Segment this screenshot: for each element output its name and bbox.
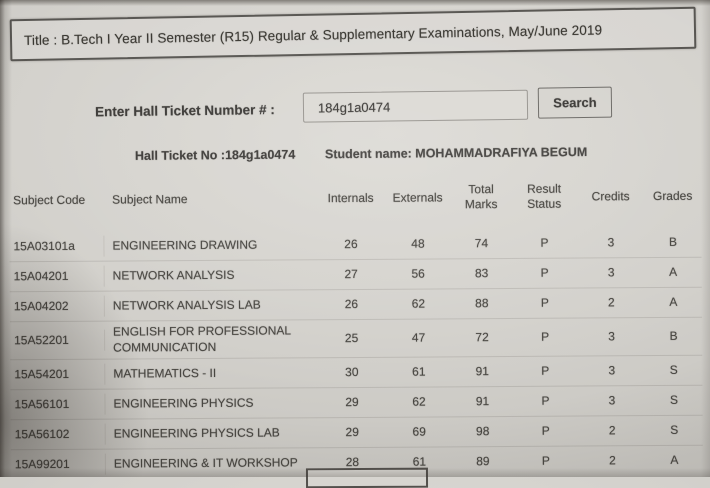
cell-subject-name: NETWORK ANALYSIS <box>112 267 235 283</box>
cell-internals: 27 <box>344 266 358 281</box>
cell-credits: 2 <box>608 423 616 438</box>
cell-result-status: P <box>540 235 549 250</box>
cell-subject-code: 15A04202 <box>9 295 105 318</box>
cell-grades: B <box>669 328 678 343</box>
cell-subject-name: ENGINEERING & IT WORKSHOP <box>113 455 298 471</box>
cell-subject-name: ENGINEERING DRAWING <box>112 237 258 253</box>
cell-total-marks: 91 <box>475 394 490 409</box>
cell-total-marks: 89 <box>476 454 490 469</box>
table-row: 15A54201 MATHEMATICS - II 30 61 91 P 3 S <box>10 354 703 390</box>
page-title: Title : B.Tech I Year II Semester (R15) … <box>23 21 603 48</box>
title-box: Title : B.Tech I Year II Semester (R15) … <box>9 6 697 62</box>
results-page: Title : B.Tech I Year II Semester (R15) … <box>0 6 710 488</box>
cell-subject-code: 15A56101 <box>10 393 106 416</box>
column-header-result-status: Result Status <box>527 181 562 211</box>
cell-credits: 3 <box>607 264 615 280</box>
table-row: 15A04202 NETWORK ANALYSIS LAB 26 62 88 P 2 A <box>9 286 702 322</box>
column-header-subject-code: Subject Code <box>13 192 86 207</box>
table-row: 15A03101a ENGINEERING DRAWING 26 48 74 P 3 B <box>9 228 701 262</box>
cell-total-marks: 83 <box>474 265 489 280</box>
search-section: Enter Hall Ticket Number # : Search <box>0 85 710 132</box>
cell-subject-code: 15A56102 <box>10 423 106 446</box>
column-header-subject-name: Subject Name <box>112 191 188 207</box>
hall-ticket-number-label: Enter Hall Ticket Number # : <box>94 102 275 120</box>
cell-externals: 69 <box>412 424 426 439</box>
cell-subject-name: ENGINEERING PHYSICS LAB <box>113 425 280 441</box>
cell-result-status: P <box>540 265 549 280</box>
cell-result-status: P <box>541 393 550 408</box>
cell-subject-name: ENGLISH FOR PROFESSIONAL COMMUNICATION <box>112 323 291 355</box>
cell-grades: B <box>668 234 677 249</box>
cell-subject-name: ENGINEERING PHYSICS <box>113 395 254 411</box>
cell-subject-code: 15A03101a <box>9 235 105 258</box>
cell-externals: 47 <box>411 330 426 345</box>
table-header-row: Subject Code Subject Name Internals Externa… <box>9 174 701 223</box>
cell-subject-code: 15A52201 <box>10 329 106 352</box>
student-name: Student name: MOHAMMADRAFIYA BEGUM <box>324 144 588 162</box>
cell-externals: 61 <box>412 364 426 379</box>
column-header-internals: Internals <box>327 190 374 205</box>
cell-credits: 2 <box>607 294 615 310</box>
cell-credits: 2 <box>609 453 616 468</box>
cell-grades: S <box>669 362 678 377</box>
column-header-credits: Credits <box>591 188 630 203</box>
cell-grades: S <box>670 422 679 437</box>
cell-internals: 25 <box>344 330 359 345</box>
hall-ticket-number-value: Hall Ticket No :184g1a0474 <box>134 147 296 163</box>
cell-credits: 3 <box>608 329 615 344</box>
cell-grades: A <box>669 264 678 279</box>
cell-subject-code: 15A99201 <box>10 453 106 476</box>
cell-grades: A <box>670 452 679 467</box>
cell-externals: 62 <box>412 394 426 409</box>
cell-result-status: P <box>541 423 550 438</box>
column-header-externals: Externals <box>392 189 443 205</box>
search-button[interactable]: Search <box>537 86 613 119</box>
cell-total-marks: 91 <box>475 364 490 379</box>
cell-subject-name: MATHEMATICS - II <box>113 365 217 381</box>
cell-total-marks: 74 <box>474 235 489 250</box>
table-body: 15A03101a ENGINEERING DRAWING 26 48 74 P 3 B 15A… <box>9 228 703 480</box>
partial-cutoff-box <box>305 467 429 488</box>
cell-total-marks: 72 <box>475 329 489 345</box>
cell-externals: 62 <box>411 296 426 311</box>
cell-result-status: P <box>540 295 549 310</box>
table-row: 15A52201 ENGLISH FOR PROFESSIONAL COMMUNI… <box>9 316 703 360</box>
cell-externals: 48 <box>411 236 425 251</box>
cell-result-status: P <box>541 363 550 378</box>
cell-credits: 3 <box>608 363 616 378</box>
cell-credits: 3 <box>607 234 615 250</box>
table-row: 15A56102 ENGINEERING PHYSICS LAB 29 69 98 P 2 S <box>10 414 703 450</box>
cell-internals: 29 <box>345 394 359 409</box>
table-row: 15A56101 ENGINEERING PHYSICS 29 62 91 P 3 S <box>10 384 703 420</box>
cell-externals: 56 <box>411 266 425 281</box>
cell-grades: A <box>669 294 678 309</box>
cell-internals: 26 <box>344 296 359 311</box>
cell-credits: 3 <box>608 393 616 408</box>
cell-subject-name: NETWORK ANALYSIS LAB <box>112 297 261 313</box>
cell-subject-code: 15A04201 <box>9 265 105 288</box>
cell-result-status: P <box>541 329 550 344</box>
results-table: Subject Code Subject Name Internals Externa… <box>9 174 703 480</box>
cell-result-status: P <box>541 453 550 468</box>
cell-internals: 26 <box>344 236 358 251</box>
cell-subject-code: 15A54201 <box>10 363 106 386</box>
table-row: 15A04201 NETWORK ANALYSIS 27 56 83 P 3 A <box>9 256 702 292</box>
cell-internals: 29 <box>345 424 359 439</box>
student-info-row: Hall Ticket No :184g1a0474 Student name:… <box>0 144 710 172</box>
column-header-grades: Grades <box>652 188 693 203</box>
cell-internals: 30 <box>345 364 359 379</box>
cell-total-marks: 98 <box>475 424 490 439</box>
column-header-total-marks: Total Marks <box>464 182 498 212</box>
cell-grades: S <box>669 392 679 407</box>
hall-ticket-input[interactable] <box>302 89 529 123</box>
cell-total-marks: 88 <box>475 295 489 310</box>
